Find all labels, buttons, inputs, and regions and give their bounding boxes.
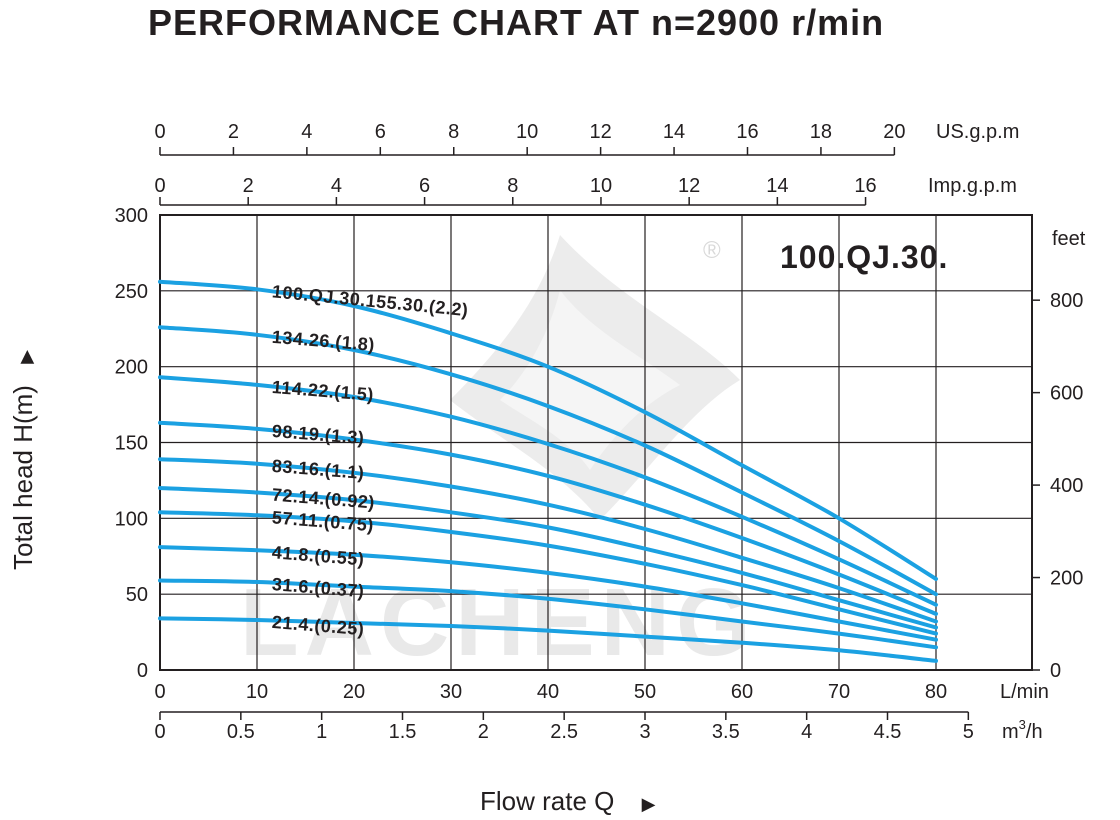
curve-4	[158, 420, 938, 616]
x-tick-label-impgpm: 12	[678, 175, 700, 197]
x-tick-label-usgpm: 14	[663, 121, 685, 143]
x-tick-label-impgpm: 6	[419, 175, 430, 197]
x-axis-title: Flow rate Q ▶	[480, 786, 656, 816]
curve-2	[158, 325, 938, 597]
y-tick-label-m: 100	[115, 508, 148, 530]
x-tick-label-impgpm: 4	[331, 175, 342, 197]
curve-label-2: 134.26.(1.8)	[271, 327, 375, 355]
y-axis-title-text: Total head H(m)	[8, 385, 38, 570]
y-unit-feet: feet	[1052, 228, 1086, 250]
grid	[159, 214, 1033, 671]
x-tick-label-m3h: 0	[154, 721, 165, 743]
model-label: 100.QJ.30.	[780, 239, 948, 275]
x-tick-label-m3h: 2	[478, 721, 489, 743]
y-tick-label-feet: 0	[1050, 660, 1061, 682]
x-tick-label-impgpm: 14	[766, 175, 788, 197]
x-tick-label-usgpm: 0	[154, 121, 165, 143]
curve-label-3: 114.22.(1.5)	[271, 377, 374, 405]
curve-5	[158, 457, 938, 624]
curve-label-8: 41.8.(0.55)	[271, 542, 365, 569]
curve-10	[158, 616, 938, 663]
x-axis-title-text: Flow rate Q	[480, 786, 614, 816]
x-tick-label-m3h: 0.5	[227, 721, 255, 743]
x-tick-label-m3h: 3.5	[712, 721, 740, 743]
x-unit-lmin: L/min	[1000, 681, 1049, 703]
curve-label-5: 83.16.(1.1)	[271, 456, 365, 483]
x-tick-label-impgpm: 8	[507, 175, 518, 197]
y-axis-title: Total head H(m) ▶	[8, 350, 38, 570]
curve-8	[158, 545, 938, 642]
x-tick-label-lmin: 40	[537, 681, 559, 703]
x-tick-label-lmin: 50	[634, 681, 656, 703]
x-tick-label-usgpm: 6	[375, 121, 386, 143]
x-tick-label-lmin: 10	[246, 681, 268, 703]
y-tick-label-m: 150	[115, 433, 148, 455]
y-tick-label-m: 50	[126, 584, 148, 606]
x-tick-label-m3h: 4.5	[874, 721, 902, 743]
x-axis-arrow-icon: ▶	[642, 794, 656, 814]
x-tick-label-impgpm: 0	[154, 175, 165, 197]
watermark-registered-mark: ®	[703, 237, 721, 264]
x-tick-label-lmin: 80	[925, 681, 947, 703]
y-tick-label-m: 300	[115, 205, 148, 227]
curves	[158, 279, 938, 663]
x-tick-label-lmin: 30	[440, 681, 462, 703]
x-tick-label-m3h: 2.5	[550, 721, 578, 743]
x-tick-label-lmin: 70	[828, 681, 850, 703]
x-tick-label-usgpm: 12	[589, 121, 611, 143]
x-tick-label-lmin: 20	[343, 681, 365, 703]
y-tick-label-feet: 600	[1050, 383, 1083, 405]
x-tick-label-m3h: 4	[801, 721, 812, 743]
x-tick-label-usgpm: 16	[736, 121, 758, 143]
curve-1	[158, 279, 938, 581]
x-unit-m3h: m3/h	[1002, 717, 1043, 743]
y-tick-label-m: 250	[115, 281, 148, 303]
curve-label-1: 100.QJ.30.155.30.(2.2)	[271, 281, 469, 320]
x-tick-label-m3h: 1	[316, 721, 327, 743]
x-tick-label-impgpm: 10	[590, 175, 612, 197]
y-tick-label-feet: 800	[1050, 290, 1083, 312]
x-tick-label-usgpm: 18	[810, 121, 832, 143]
x-unit-usgpm: US.g.p.m	[936, 121, 1019, 143]
x-tick-label-usgpm: 10	[516, 121, 538, 143]
x-tick-label-lmin: 0	[154, 681, 165, 703]
y-tick-label-m: 200	[115, 357, 148, 379]
x-tick-label-impgpm: 16	[854, 175, 876, 197]
x-tick-label-m3h: 5	[963, 721, 974, 743]
y-tick-label-m: 0	[137, 660, 148, 682]
curve-label-4: 98.19.(1.3)	[271, 421, 365, 448]
x-tick-label-lmin: 60	[731, 681, 753, 703]
watermark-emblem-inner	[500, 290, 680, 470]
x-tick-label-usgpm: 20	[883, 121, 905, 143]
curve-label-7: 57.11.(0.75)	[271, 507, 374, 535]
y-tick-label-feet: 400	[1050, 475, 1083, 497]
x-tick-label-m3h: 3	[639, 721, 650, 743]
axes: 0 10 20 30 40 50 60 70 80 L/min050100150200250300…	[115, 121, 1086, 743]
x-tick-label-usgpm: 4	[301, 121, 312, 143]
curve-6	[158, 486, 938, 630]
x-tick-label-impgpm: 2	[243, 175, 254, 197]
y-axis-arrow-icon: ▶	[16, 350, 36, 364]
curve-3	[158, 375, 938, 607]
x-tick-label-usgpm: 8	[448, 121, 459, 143]
x-tick-label-m3h: 1.5	[389, 721, 417, 743]
x-unit-impgpm: Imp.g.p.m	[928, 175, 1017, 197]
chart-title: PERFORMANCE CHART AT n=2900 r/min	[148, 2, 885, 43]
x-tick-label-usgpm: 2	[228, 121, 239, 143]
curve-9	[158, 578, 938, 650]
curve-7	[158, 510, 938, 636]
y-tick-label-feet: 200	[1050, 568, 1083, 590]
